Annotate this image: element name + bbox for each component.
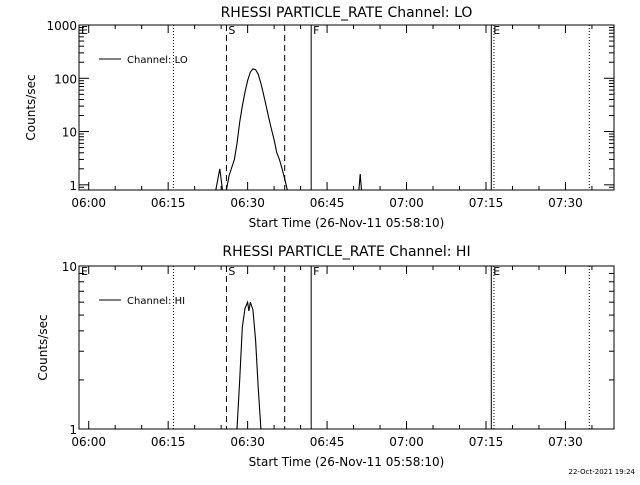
y-axis-label: Counts/sec — [36, 314, 50, 380]
x-tick-label: 07:30 — [548, 435, 583, 449]
x-tick-label: 07:30 — [548, 196, 583, 210]
event-marker-label: S — [228, 265, 235, 278]
event-marker-label: E — [493, 265, 500, 278]
chart-title: RHESSI PARTICLE_RATE Channel: LO — [221, 5, 473, 21]
event-marker-label: E — [81, 265, 88, 278]
legend-label: Channel: LO — [127, 55, 188, 66]
event-marker-label: S — [228, 24, 235, 37]
x-tick-label: 06:15 — [151, 196, 186, 210]
event-marker-label: F — [313, 24, 319, 37]
x-tick-label: 06:30 — [230, 435, 265, 449]
x-tick-label: 07:15 — [469, 435, 504, 449]
x-tick-label: 06:00 — [71, 196, 106, 210]
x-tick-label: 06:15 — [151, 435, 186, 449]
footer-timestamp: 22-Oct-2021 19:24 — [569, 468, 636, 476]
y-tick-label: 10 — [62, 260, 77, 274]
x-tick-label: 06:30 — [230, 196, 265, 210]
chart-panel-0: RHESSI PARTICLE_RATE Channel: LO 06:00 06:… — [24, 5, 615, 230]
series-line — [236, 300, 262, 430]
x-tick-label: 07:00 — [389, 435, 424, 449]
y-tick-label: 1 — [69, 423, 77, 437]
y-tick-label: 10 — [62, 126, 77, 140]
event-marker-label: E — [493, 24, 500, 37]
y-tick-label: 100 — [54, 72, 77, 86]
event-marker-label: F — [313, 265, 319, 278]
x-tick-label: 06:45 — [310, 196, 345, 210]
x-tick-label: 06:45 — [310, 435, 345, 449]
x-tick-label: 07:15 — [469, 196, 504, 210]
x-tick-label: 07:00 — [389, 196, 424, 210]
legend-label: Channel: HI — [127, 296, 185, 307]
chart-panel-1: RHESSI PARTICLE_RATE Channel: HI 06:00 06:… — [36, 244, 615, 469]
series-line — [358, 173, 363, 191]
x-axis-label: Start Time (26-Nov-11 05:58:10) — [249, 216, 445, 230]
event-marker-label: E — [81, 24, 88, 37]
y-tick-label: 1 — [69, 179, 77, 193]
y-tick-label: 1000 — [46, 19, 77, 33]
series-line — [215, 68, 288, 191]
y-axis-label: Counts/sec — [24, 74, 38, 140]
x-axis-label: Start Time (26-Nov-11 05:58:10) — [249, 455, 445, 469]
x-tick-label: 06:00 — [71, 435, 106, 449]
chart-title: RHESSI PARTICLE_RATE Channel: HI — [222, 244, 470, 260]
